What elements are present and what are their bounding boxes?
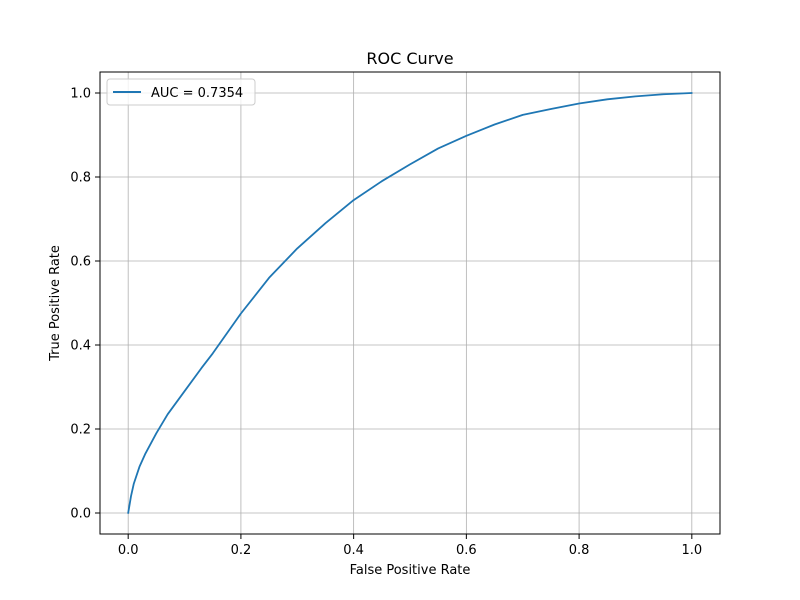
x-tick-label: 0.2 bbox=[231, 543, 252, 558]
y-tick-label: 1.0 bbox=[70, 87, 91, 102]
x-axis-label: False Positive Rate bbox=[350, 563, 471, 578]
grid bbox=[100, 72, 720, 534]
plot-area-frame bbox=[99, 71, 721, 535]
y-tick-label: 0.6 bbox=[70, 255, 91, 270]
y-tick-label: 0.4 bbox=[70, 339, 91, 354]
legend-label: AUC = 0.7354 bbox=[151, 86, 243, 101]
y-tick-label: 0.2 bbox=[70, 423, 91, 438]
legend-box bbox=[106, 78, 256, 106]
roc-curve-line bbox=[127, 92, 693, 514]
x-tick-label: 0.0 bbox=[118, 543, 139, 558]
axis-ticks: 0.0 0.2 0.4 0.6 0.8 1.0 0.0 0.2 0.4 0.6 0.8 1.0 bbox=[70, 87, 702, 559]
y-tick-label: 0.0 bbox=[70, 507, 91, 522]
x-tick-label: 1.0 bbox=[681, 543, 702, 558]
y-tick-label: 0.8 bbox=[70, 171, 91, 186]
series-layer bbox=[127, 92, 693, 514]
legend: AUC = 0.7354 bbox=[106, 78, 256, 106]
x-tick-label: 0.8 bbox=[569, 543, 590, 558]
x-tick-label: 0.6 bbox=[456, 543, 477, 558]
chart-title: ROC Curve bbox=[366, 49, 453, 68]
x-tick-label: 0.4 bbox=[343, 543, 364, 558]
y-axis-label: True Positive Rate bbox=[48, 245, 63, 362]
